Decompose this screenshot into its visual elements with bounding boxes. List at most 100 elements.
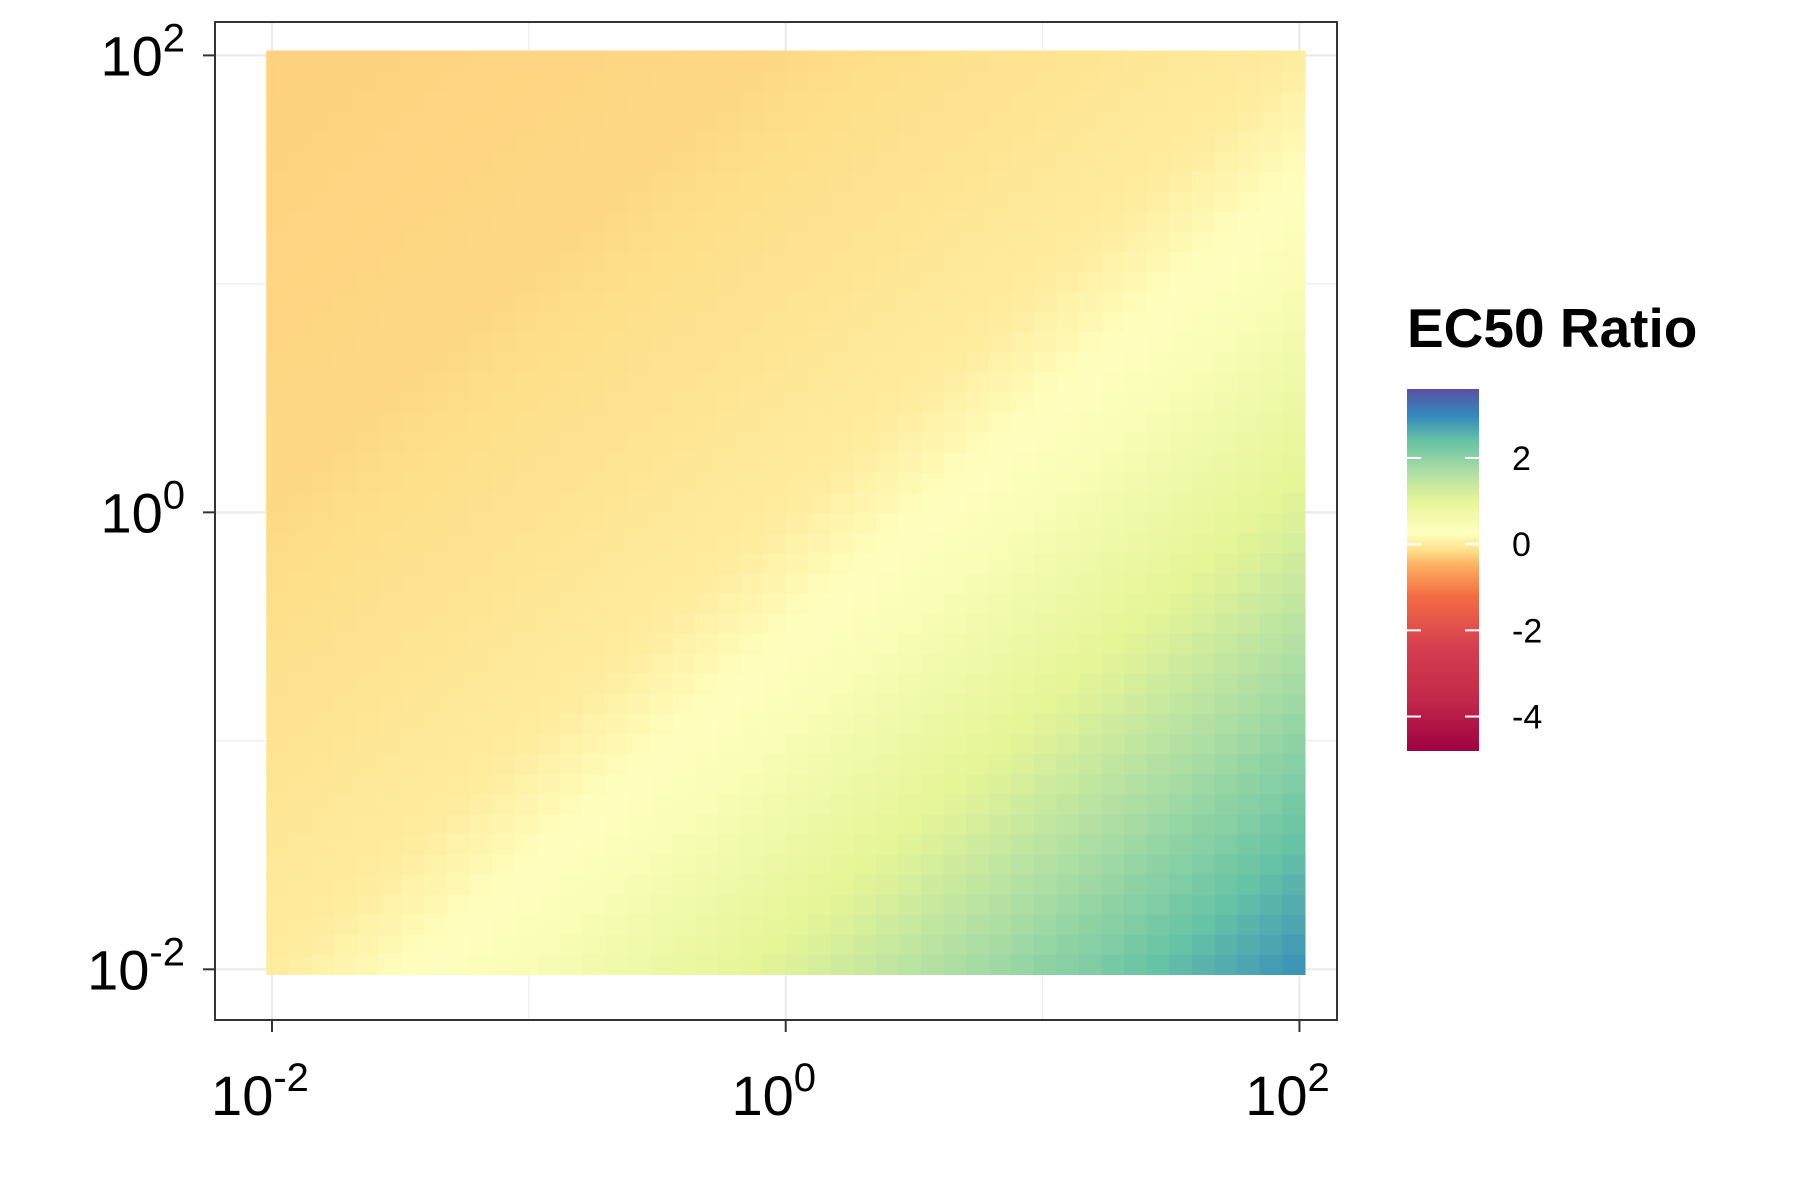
heatmap-tile (537, 592, 561, 614)
heatmap-tile (898, 572, 922, 594)
heatmap-tile (288, 231, 313, 252)
heatmap-tile (334, 793, 358, 815)
heatmap-tile (288, 171, 313, 192)
heatmap-tile (334, 412, 358, 433)
heatmap-tile (469, 432, 493, 453)
heatmap-tile (1214, 391, 1238, 413)
heatmap-tile (672, 572, 696, 594)
heatmap-tile (1169, 612, 1193, 634)
heatmap-tile (604, 191, 629, 212)
heatmap-tile (921, 833, 945, 855)
heatmap-tile (717, 753, 742, 775)
heatmap-tile (695, 291, 719, 313)
heatmap-tile (1033, 753, 1058, 775)
heatmap-tile (311, 653, 335, 674)
heatmap-tile (401, 713, 425, 734)
heatmap-tile (1079, 150, 1103, 172)
heatmap-tile (966, 492, 990, 514)
heatmap-tile (740, 552, 764, 574)
heatmap-tile (650, 191, 674, 212)
heatmap-tile (401, 632, 425, 654)
heatmap-tile (1237, 50, 1261, 72)
heatmap-tile (1056, 231, 1080, 252)
heatmap-tile (650, 773, 674, 795)
heatmap-tile (288, 110, 313, 132)
heatmap-tile (446, 492, 471, 514)
heatmap-tile (1169, 70, 1193, 92)
heatmap-tile (1124, 110, 1148, 132)
heatmap-tile (492, 452, 516, 473)
heatmap-tile (1079, 70, 1103, 92)
heatmap-tile (334, 572, 358, 594)
heatmap-tile (1169, 693, 1193, 714)
heatmap-tile (875, 653, 900, 674)
heatmap-tile (1124, 853, 1148, 875)
heatmap-tile (288, 894, 313, 915)
heatmap-tile (853, 251, 877, 273)
heatmap-tile (379, 371, 403, 393)
heatmap-tile (469, 311, 493, 333)
heatmap-tile (356, 894, 380, 915)
heatmap-tile (334, 231, 358, 252)
heatmap-tile (988, 612, 1012, 634)
heatmap-tile (1192, 934, 1216, 955)
heatmap-tile (1237, 914, 1261, 935)
heatmap-tile (717, 873, 742, 895)
heatmap-tile (559, 70, 583, 92)
heatmap-tile (424, 492, 448, 514)
heatmap-tile (379, 110, 403, 132)
heatmap-tile (1124, 171, 1148, 192)
heatmap-tile (830, 793, 854, 815)
heatmap-tile (1282, 653, 1306, 674)
heatmap-tile (1033, 291, 1058, 313)
heatmap-tile (288, 191, 313, 212)
heatmap-tile (559, 211, 583, 232)
heatmap-tile (853, 592, 877, 614)
heatmap-tile (379, 452, 403, 473)
heatmap-tile (1101, 191, 1125, 212)
heatmap-tile (379, 291, 403, 313)
heatmap-tile (1192, 793, 1216, 815)
heatmap-tile (492, 894, 516, 915)
heatmap-tile (266, 753, 290, 775)
heatmap-tile (921, 171, 945, 192)
heatmap-tile (1011, 592, 1035, 614)
heatmap-tile (943, 492, 967, 514)
heatmap-tile (424, 311, 448, 333)
heatmap-tile (785, 813, 809, 835)
heatmap-tile (537, 171, 561, 192)
heatmap-tile (966, 331, 990, 353)
heatmap-tile (830, 331, 854, 353)
heatmap-tile (604, 914, 629, 935)
heatmap-tile (582, 231, 606, 252)
heatmap-tile (853, 452, 877, 473)
heatmap-tile (1056, 171, 1080, 192)
heatmap-tile (288, 412, 313, 433)
heatmap-tile (559, 592, 583, 614)
heatmap-tile (379, 412, 403, 433)
heatmap-tile (785, 833, 809, 855)
heatmap-tile (469, 773, 493, 795)
heatmap-tile (446, 391, 471, 413)
heatmap-tile (943, 452, 967, 473)
heatmap-tile (1146, 632, 1171, 654)
heatmap-tile (672, 211, 696, 232)
heatmap-tile (627, 150, 651, 172)
heatmap-tile (1214, 130, 1238, 152)
heatmap-tile (740, 472, 764, 493)
heatmap-tile (1214, 492, 1238, 514)
heatmap-tile (537, 492, 561, 514)
heatmap-tile (1101, 351, 1125, 373)
heatmap-tile (1282, 693, 1306, 714)
heatmap-tile (1079, 833, 1103, 855)
heatmap-tile (830, 592, 854, 614)
heatmap-tile (1146, 371, 1171, 393)
heatmap-tile (537, 472, 561, 493)
heatmap-tile (808, 231, 832, 252)
heatmap-tile (1192, 150, 1216, 172)
heatmap-tile (492, 251, 516, 273)
heatmap-tile (288, 673, 313, 694)
heatmap-tile (266, 914, 290, 935)
heatmap-tile (875, 150, 900, 172)
heatmap-tile (875, 612, 900, 634)
